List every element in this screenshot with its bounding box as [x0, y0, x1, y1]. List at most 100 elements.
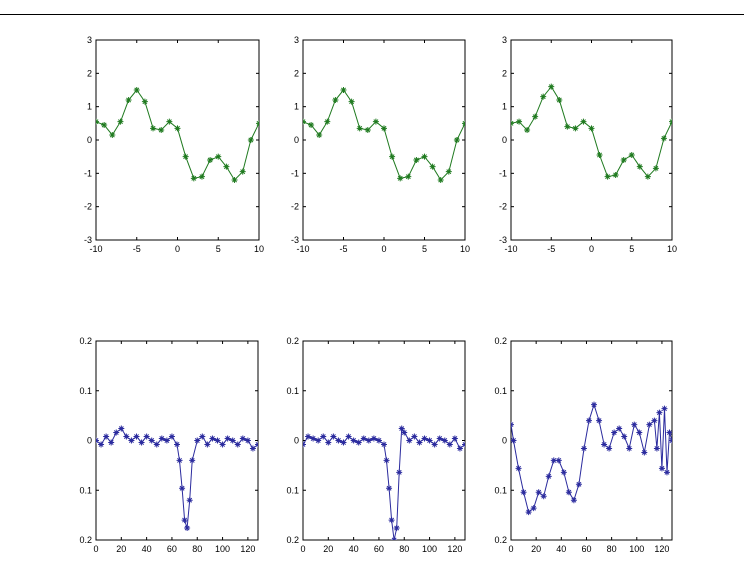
- y-tick-label: -2: [84, 202, 92, 212]
- data-point-marker: [113, 429, 120, 436]
- data-point-marker: [383, 457, 390, 464]
- data-point-marker: [305, 433, 312, 440]
- data-point-marker: [588, 125, 595, 132]
- data-point-marker: [421, 153, 428, 160]
- y-tick-label: -3: [499, 235, 507, 245]
- data-point-marker: [626, 445, 633, 452]
- data-point-marker: [669, 437, 672, 444]
- y-tick-label: 0: [87, 436, 92, 446]
- data-point-marker: [364, 127, 371, 133]
- data-point-marker: [580, 118, 587, 125]
- y-tick-label: -2: [499, 202, 507, 212]
- plot-area-frame: [302, 340, 466, 541]
- y-tick-label: 0.1: [79, 386, 92, 396]
- x-tick-label: -5: [547, 244, 555, 254]
- data-point-marker: [570, 497, 577, 504]
- data-point-marker: [398, 425, 405, 432]
- data-point-marker: [96, 437, 99, 444]
- data-point-marker: [215, 153, 222, 160]
- data-point-marker: [621, 433, 628, 440]
- data-point-marker: [194, 437, 201, 444]
- data-point-marker: [133, 87, 140, 93]
- x-tick-label: 20: [531, 544, 541, 554]
- data-point-marker: [199, 433, 206, 440]
- y-tick-label: 0.2: [286, 535, 299, 545]
- data-point-marker: [660, 135, 667, 142]
- data-point-marker: [405, 173, 412, 180]
- x-tick-label: 10: [460, 244, 470, 254]
- series-group: [96, 425, 258, 532]
- data-point-marker: [431, 441, 438, 448]
- data-point-marker: [606, 445, 613, 452]
- data-point-marker: [365, 437, 372, 444]
- data-point-marker: [520, 489, 527, 496]
- series-group: [511, 83, 672, 180]
- data-point-marker: [148, 437, 155, 444]
- data-point-marker: [375, 437, 382, 444]
- y-tick-label: 0: [502, 436, 507, 446]
- data-point-marker: [345, 433, 352, 440]
- data-point-marker: [330, 433, 337, 440]
- data-point-marker: [231, 177, 238, 183]
- x-tick-label: 10: [254, 244, 264, 254]
- data-point-marker: [453, 137, 460, 143]
- y-tick-label: -1: [291, 168, 299, 178]
- data-point-marker: [109, 132, 116, 138]
- x-tick-label: 0: [508, 544, 513, 554]
- data-point-marker: [601, 441, 608, 448]
- series-group: [96, 87, 259, 183]
- data-point-marker: [174, 441, 180, 448]
- data-point-marker: [652, 165, 659, 172]
- data-point-marker: [184, 525, 191, 532]
- data-point-marker: [324, 118, 331, 125]
- data-point-marker: [356, 125, 363, 132]
- data-point-marker: [612, 172, 619, 178]
- data-point-marker: [103, 433, 110, 440]
- x-tick-label: 0: [175, 244, 180, 254]
- x-tick-label: 60: [374, 544, 384, 554]
- data-point-marker: [628, 152, 635, 158]
- data-point-marker: [150, 125, 157, 132]
- x-tick-label: 120: [654, 544, 669, 554]
- data-point-marker: [133, 433, 140, 440]
- data-point-marker: [158, 435, 165, 442]
- y-tick-label: 2: [87, 68, 92, 78]
- y-tick-label: -3: [291, 235, 299, 245]
- data-point-marker: [198, 173, 205, 180]
- data-point-marker: [596, 417, 603, 424]
- x-tick-label: 10: [667, 244, 677, 254]
- data-point-marker: [666, 429, 672, 436]
- plot-area-frame: [95, 39, 260, 241]
- data-point-marker: [406, 437, 413, 444]
- data-point-marker: [143, 433, 150, 440]
- data-point-marker: [179, 485, 186, 492]
- data-point-marker: [580, 445, 587, 452]
- data-point-marker: [653, 445, 660, 452]
- y-tick-label: 0: [502, 135, 507, 145]
- x-tick-label: -5: [339, 244, 347, 254]
- data-point-marker: [388, 517, 395, 524]
- data-point-marker: [176, 457, 183, 464]
- x-tick-label: -5: [133, 244, 141, 254]
- data-point-marker: [532, 113, 539, 120]
- data-point-marker: [516, 118, 523, 125]
- data-point-marker: [446, 441, 453, 448]
- data-point-marker: [340, 439, 347, 446]
- data-point-marker: [441, 437, 448, 444]
- y-tick-label: 0.2: [494, 336, 507, 346]
- data-point-marker: [413, 157, 420, 163]
- data-point-marker: [540, 493, 547, 500]
- data-point-marker: [158, 127, 165, 133]
- data-point-marker: [244, 437, 251, 444]
- y-tick-label: 0.2: [286, 336, 299, 346]
- x-tick-label: 40: [349, 544, 359, 554]
- data-point-marker: [550, 457, 557, 464]
- data-point-marker: [564, 123, 571, 130]
- data-point-marker: [128, 437, 135, 444]
- data-point-marker: [661, 405, 668, 412]
- x-tick-label: 100: [215, 544, 230, 554]
- chart-panel-bottom-middle: 0 20 40 60 80 100 120 0.2 0.1 0 0.1 0.2: [286, 336, 466, 554]
- x-tick-label: 5: [216, 244, 221, 254]
